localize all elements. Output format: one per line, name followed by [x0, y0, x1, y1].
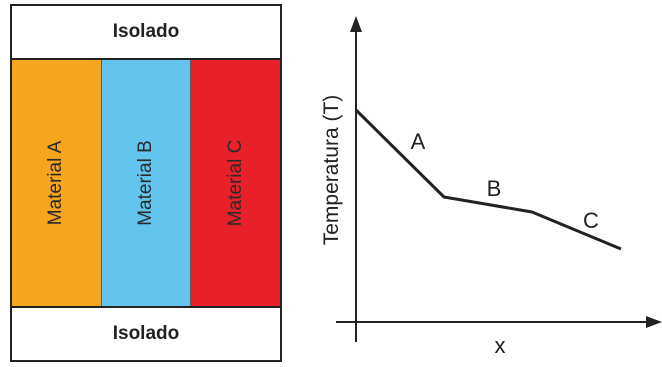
- material-c-layer: Material C: [191, 60, 281, 306]
- insulated-top-label: Isolado: [12, 6, 280, 60]
- x-axis-label: x: [495, 333, 506, 358]
- y-axis-arrow-icon: [350, 16, 362, 32]
- wall-diagram: Isolado Material A Material B Material C…: [10, 4, 282, 362]
- material-a-layer: Material A: [12, 60, 101, 306]
- temperature-profile-line: [354, 108, 622, 251]
- x-axis-arrow-icon: [646, 316, 662, 328]
- material-b-layer: Material B: [100, 60, 192, 306]
- segment-b-label: B: [487, 176, 502, 201]
- insulated-bottom-label: Isolado: [12, 306, 280, 360]
- material-layers: Material A Material B Material C: [12, 60, 281, 306]
- segment-c-label: C: [583, 208, 599, 233]
- segment-a-label: A: [411, 129, 426, 154]
- y-axis-label: Temperatura (T): [320, 95, 343, 246]
